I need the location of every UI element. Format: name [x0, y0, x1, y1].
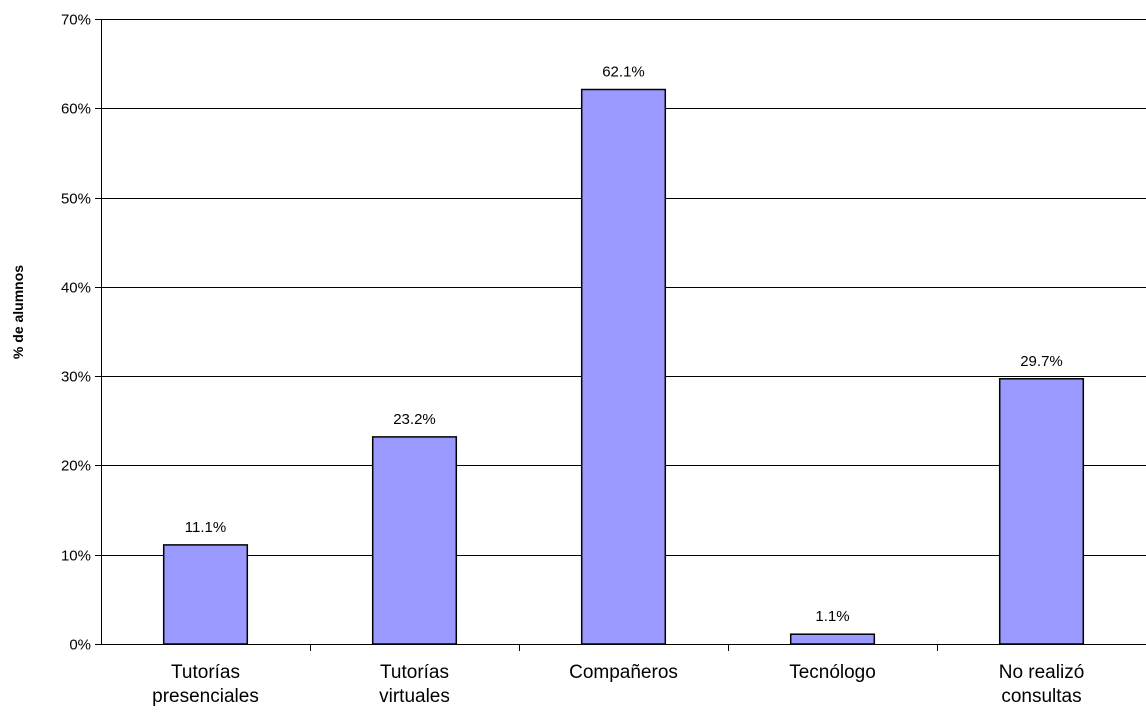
- y-axis-title: % de alumnos: [10, 265, 26, 359]
- data-label: 62.1%: [602, 64, 645, 81]
- y-tick-label: 40%: [61, 280, 91, 297]
- data-label: 23.2%: [393, 411, 436, 428]
- bar: [789, 633, 876, 645]
- y-tick-label: 30%: [61, 369, 91, 386]
- data-label: 1.1%: [815, 608, 849, 625]
- category-label: No realizó consultas: [999, 662, 1085, 707]
- y-tick-label: 50%: [61, 191, 91, 208]
- data-label: 11.1%: [185, 519, 226, 536]
- category-label: Tutorías virtuales: [379, 662, 450, 707]
- y-tick-label: 20%: [61, 458, 91, 475]
- data-label: 29.7%: [1020, 353, 1063, 370]
- category-label: Compañeros: [569, 662, 678, 683]
- bar: [162, 544, 249, 645]
- bar: [998, 378, 1085, 645]
- y-tick-label: 0%: [69, 637, 91, 654]
- bars: [162, 88, 1085, 645]
- category-label: Tecnólogo: [789, 662, 876, 683]
- bar: [580, 88, 667, 645]
- y-tick-label: 60%: [61, 101, 91, 118]
- y-tick-label: 10%: [61, 548, 91, 565]
- y-tick-label: 70%: [61, 12, 91, 29]
- axes: [95, 19, 1146, 651]
- y-tick-labels: 0% 10% 20% 30% 40% 50% 60% 70%: [61, 12, 91, 654]
- data-labels: 11.1% 23.2% 62.1% 1.1% 29.7%: [185, 64, 1063, 626]
- category-label: Tutorías presenciales: [152, 662, 259, 707]
- bar: [371, 436, 458, 645]
- category-labels: Tutorías presenciales Tutorías virtuales Com…: [152, 662, 1084, 707]
